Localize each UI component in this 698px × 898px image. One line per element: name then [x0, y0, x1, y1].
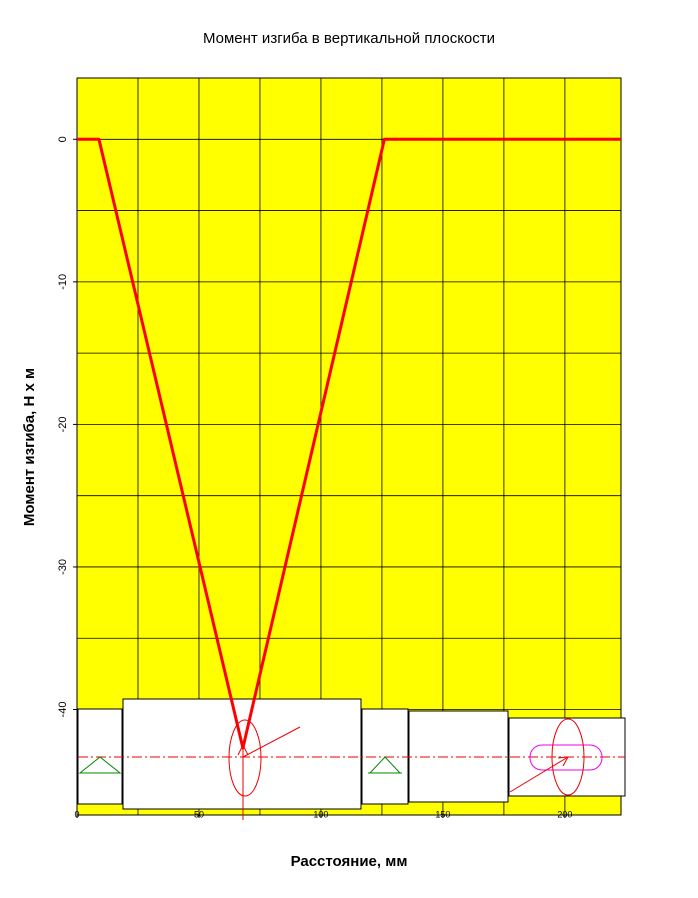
y-tick-label: -40 — [57, 702, 69, 718]
shaft-section — [122, 698, 362, 810]
y-axis-title: Момент изгиба, Н х м — [21, 368, 38, 526]
y-tick-label: -30 — [57, 559, 69, 575]
moment-arrow — [551, 718, 585, 796]
keyway — [529, 744, 603, 771]
x-tick-label: 0 — [74, 809, 79, 819]
support — [78, 756, 122, 774]
x-tick-label: 150 — [435, 809, 450, 819]
x-tick-label: 200 — [557, 809, 572, 819]
x-tick-label: 100 — [313, 809, 328, 819]
y-tick-label: -20 — [57, 416, 69, 432]
shaft-diagram — [77, 698, 626, 820]
data-line — [77, 137, 621, 750]
y-tick-label: -10 — [57, 274, 69, 290]
force-arrow — [509, 756, 569, 793]
x-tick-label: 50 — [194, 809, 204, 819]
plot-area — [76, 77, 622, 816]
chart-title: Момент изгиба в вертикальной плоскости — [203, 30, 495, 47]
support — [368, 756, 402, 774]
arrow-head — [557, 756, 569, 767]
force-arrow — [242, 726, 301, 758]
x-axis-title: Расстояние, мм — [291, 853, 408, 870]
y-tick-label: 0 — [57, 136, 69, 142]
moment-arrow — [228, 719, 262, 797]
